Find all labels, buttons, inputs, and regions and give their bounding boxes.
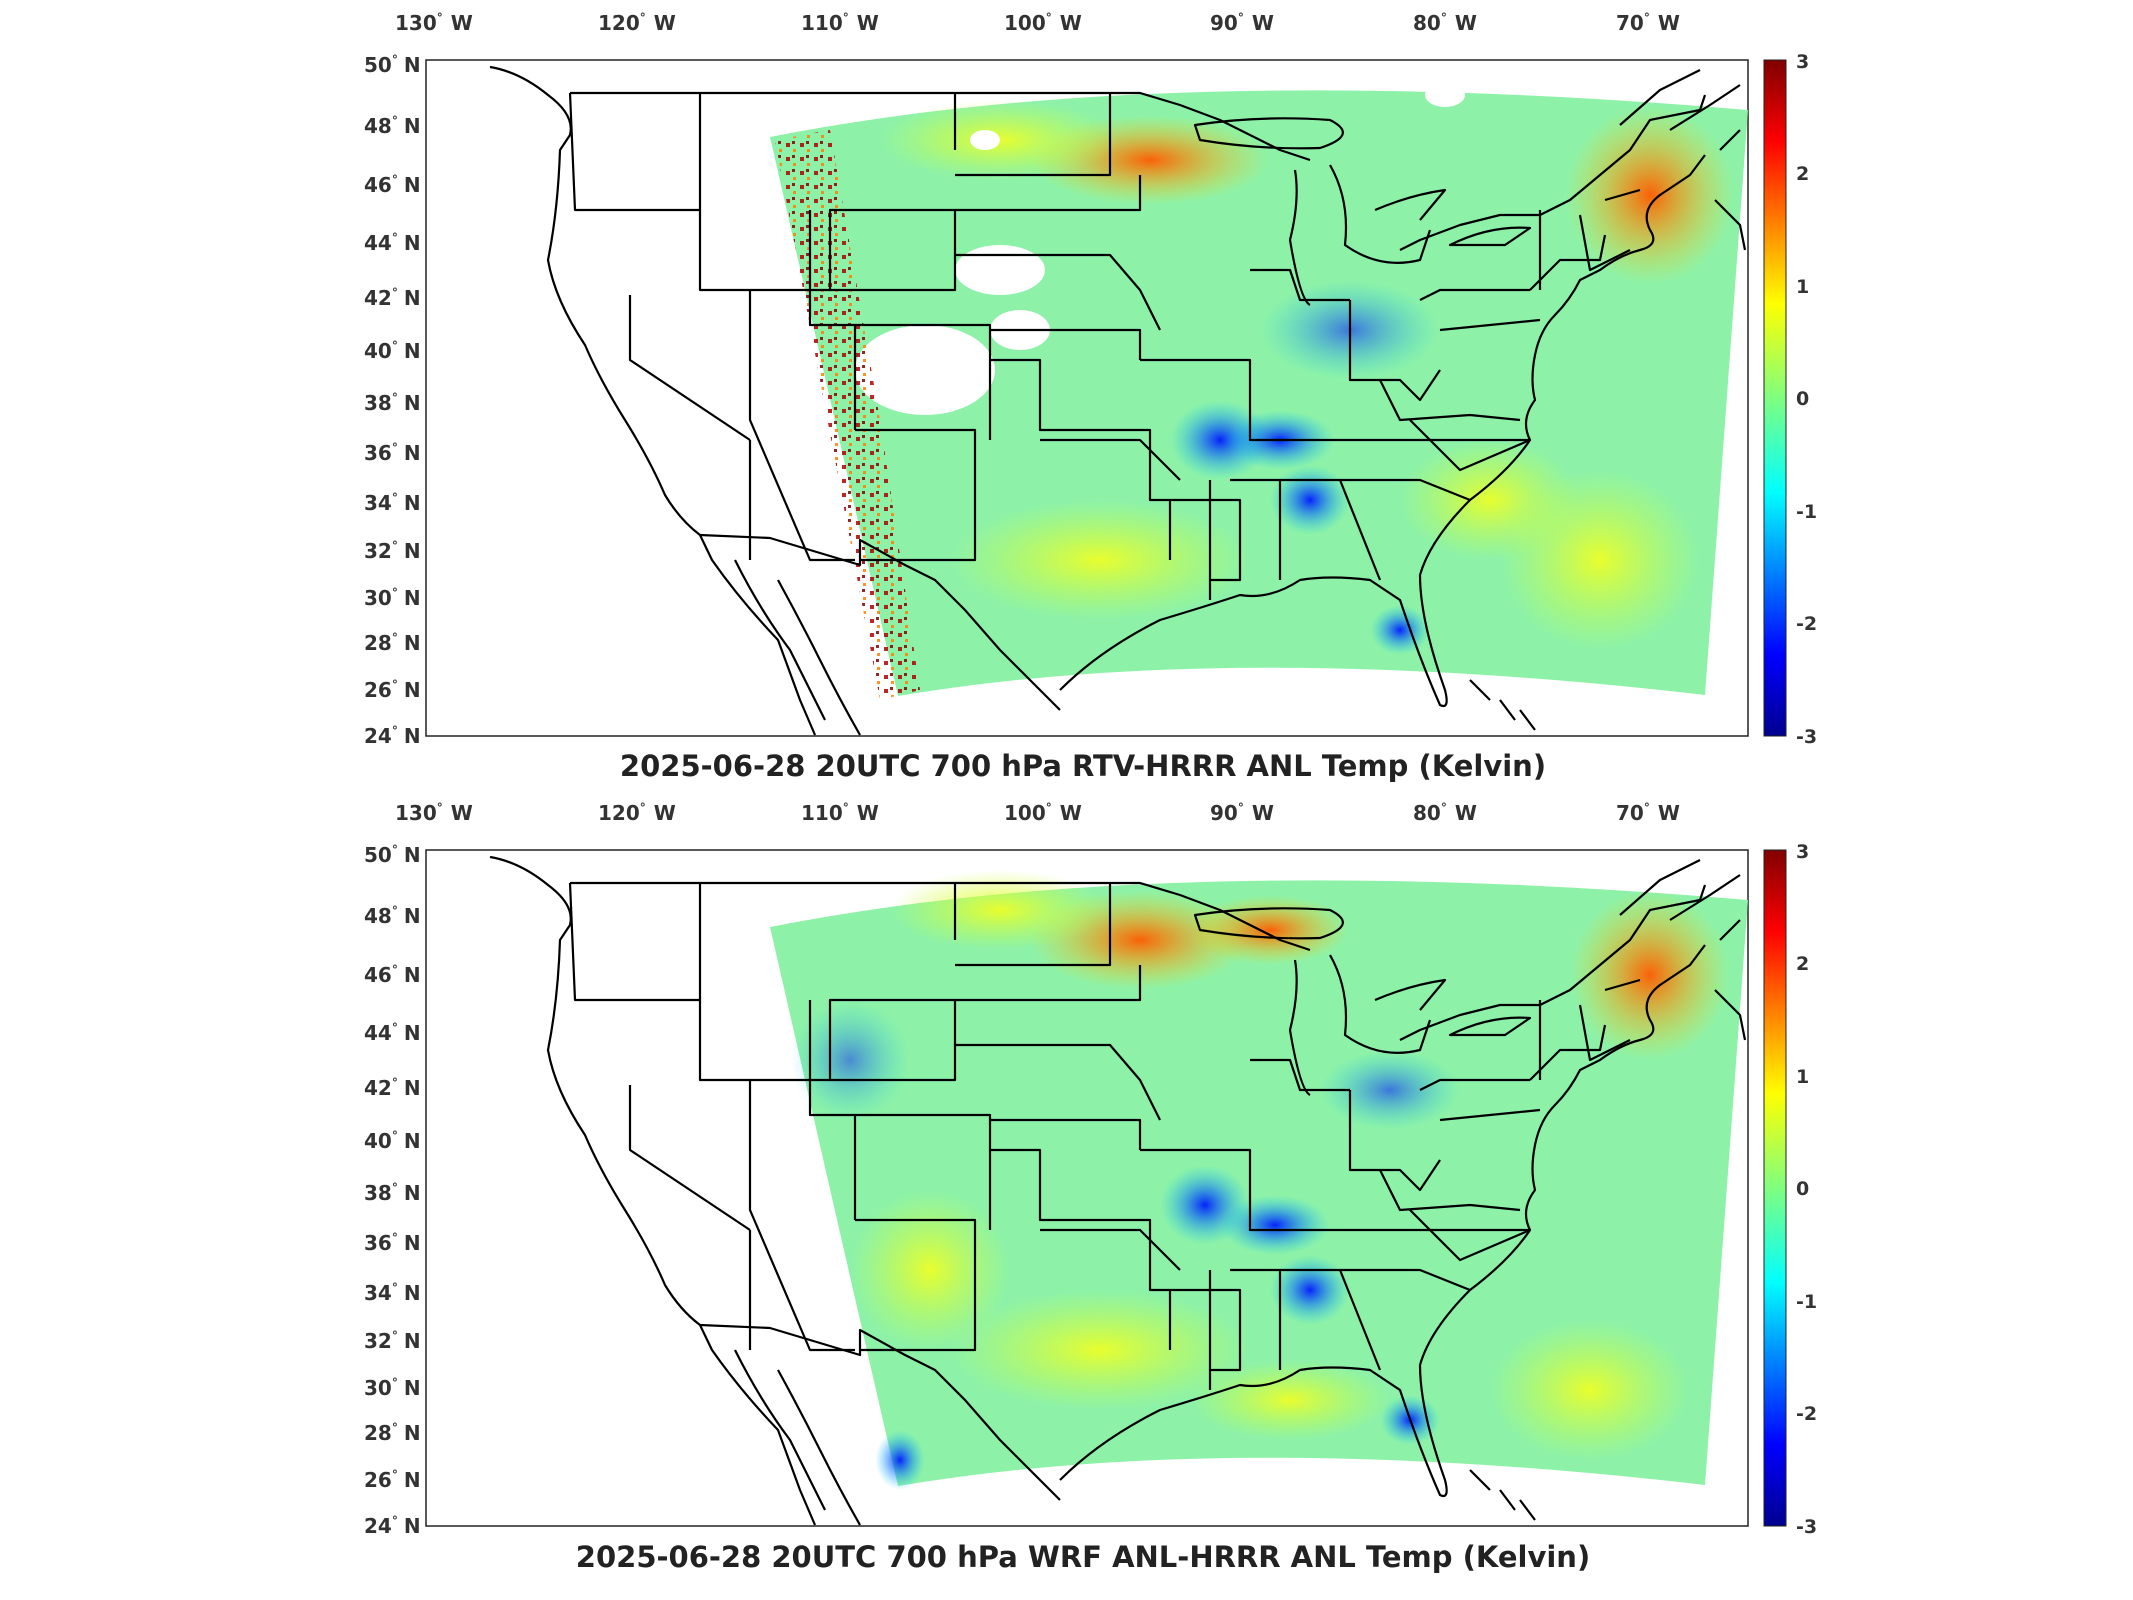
svg-text:38°N: 38° N — [364, 391, 421, 415]
lon-label-value: 70 — [1616, 11, 1644, 35]
svg-text:46°N: 46° N — [364, 173, 421, 197]
svg-text:110°W: 110° W — [801, 801, 879, 825]
svg-text:80°W: 80° W — [1413, 801, 1477, 825]
panel-title: 2025-06-28 20UTC 700 hPa WRF ANL-HRRR AN… — [576, 1540, 1590, 1574]
svg-text:-1: -1 — [1796, 1291, 1817, 1313]
lon-label-value: 130 — [395, 11, 437, 35]
svg-text:100°W: 100° W — [1004, 801, 1082, 825]
map-svg-1: 130° W 120° W 110° W 100° W 90° W 80° W 70° W 2… — [364, 11, 1817, 783]
map-panel-2: 130° W 120° W 110° W 100° W 90° W 80° W 70° W 2… — [0, 790, 2133, 1590]
colorbar — [1763, 59, 1787, 737]
lat-labels: 24° N 26° N 28° N 30° N 32° N 34° N 36° N 38° N … — [364, 53, 421, 748]
svg-text:130°W: 130° W — [395, 801, 473, 825]
lon-label-value: 100 — [1004, 11, 1046, 35]
map-panel-1: 130° W 120° W 110° W 100° W 90° W 80° W 70° W 2… — [364, 11, 1817, 783]
svg-text:24°N: 24° N — [364, 724, 421, 748]
temp-field-anomalies — [790, 870, 1730, 1490]
svg-text:-3: -3 — [1796, 1516, 1817, 1538]
svg-text:-3: -3 — [1796, 726, 1817, 748]
svg-text:42°N: 42° N — [364, 286, 421, 310]
colorbar-ticks: 3 2 1 0 -1 -2 -3 — [1796, 51, 1817, 748]
svg-text:70°W: 70° W — [1616, 801, 1680, 825]
svg-text:2: 2 — [1796, 163, 1809, 185]
svg-text:130°W: 130° W — [395, 11, 473, 35]
svg-text:50°N: 50° N — [364, 843, 421, 867]
svg-text:30°N: 30° N — [364, 1376, 421, 1400]
lon-label-value: 80 — [1413, 11, 1441, 35]
lon-label-value: 90 — [1210, 11, 1238, 35]
svg-text:26°N: 26° N — [364, 1468, 421, 1492]
svg-text:34°N: 34° N — [364, 1281, 421, 1305]
svg-text:1: 1 — [1796, 276, 1809, 298]
lon-labels: 130° W 120° W 110° W 100° W 90° W 80° W 70° W — [395, 801, 1680, 825]
svg-text:100°W: 100° W — [1004, 11, 1082, 35]
lon-label-value: 110 — [801, 11, 843, 35]
svg-text:-2: -2 — [1796, 1403, 1817, 1425]
svg-text:28°N: 28° N — [364, 631, 421, 655]
lon-labels: 130° W 120° W 110° W 100° W 90° W 80° W 70° W — [395, 11, 1680, 35]
svg-text:30°N: 30° N — [364, 586, 421, 610]
map-svg-2: 130° W 120° W 110° W 100° W 90° W 80° W 70° W 2… — [364, 801, 1817, 1574]
svg-text:36°N: 36° N — [364, 1231, 421, 1255]
svg-text:70°W: 70° W — [1616, 11, 1680, 35]
svg-text:46°N: 46° N — [364, 963, 421, 987]
svg-text:90°W: 90° W — [1210, 801, 1274, 825]
svg-text:110°W: 110° W — [801, 11, 879, 35]
boundaries — [489, 855, 1747, 1526]
svg-text:50°N: 50° N — [364, 53, 421, 77]
svg-text:26°N: 26° N — [364, 678, 421, 702]
panel-title: 2025-06-28 20UTC 700 hPa RTV-HRRR ANL Te… — [620, 749, 1546, 783]
svg-text:24°N: 24° N — [364, 1514, 421, 1538]
lon-label-value: 120 — [598, 11, 640, 35]
svg-text:2: 2 — [1796, 953, 1809, 975]
svg-text:1: 1 — [1796, 1066, 1809, 1088]
svg-text:90°W: 90° W — [1210, 11, 1274, 35]
svg-text:-1: -1 — [1796, 501, 1817, 523]
svg-text:0: 0 — [1796, 1178, 1809, 1200]
western-noise — [775, 130, 920, 700]
svg-text:36°N: 36° N — [364, 441, 421, 465]
svg-text:48°N: 48° N — [364, 114, 421, 138]
svg-text:44°N: 44° N — [364, 1021, 421, 1045]
svg-text:40°N: 40° N — [364, 1129, 421, 1153]
colorbar-ticks: 3 2 1 0 -1 -2 -3 — [1796, 841, 1817, 1538]
svg-text:28°N: 28° N — [364, 1421, 421, 1445]
svg-text:32°N: 32° N — [364, 539, 421, 563]
svg-text:34°N: 34° N — [364, 491, 421, 515]
svg-text:40°N: 40° N — [364, 339, 421, 363]
colorbar — [1763, 849, 1787, 1527]
svg-text:120°W: 120° W — [598, 11, 676, 35]
svg-text:80°W: 80° W — [1413, 11, 1477, 35]
svg-text:48°N: 48° N — [364, 904, 421, 928]
svg-text:44°N: 44° N — [364, 231, 421, 255]
svg-text:3: 3 — [1796, 841, 1809, 863]
svg-text:120°W: 120° W — [598, 801, 676, 825]
boundaries — [489, 65, 1747, 736]
svg-text:-2: -2 — [1796, 613, 1817, 635]
svg-text:32°N: 32° N — [364, 1329, 421, 1353]
svg-text:3: 3 — [1796, 51, 1809, 73]
svg-text:42°N: 42° N — [364, 1076, 421, 1100]
svg-text:38°N: 38° N — [364, 1181, 421, 1205]
svg-text:0: 0 — [1796, 388, 1809, 410]
lat-labels: 24° N 26° N 28° N 30° N 32° N 34° N 36° N 38° N … — [364, 843, 421, 1538]
